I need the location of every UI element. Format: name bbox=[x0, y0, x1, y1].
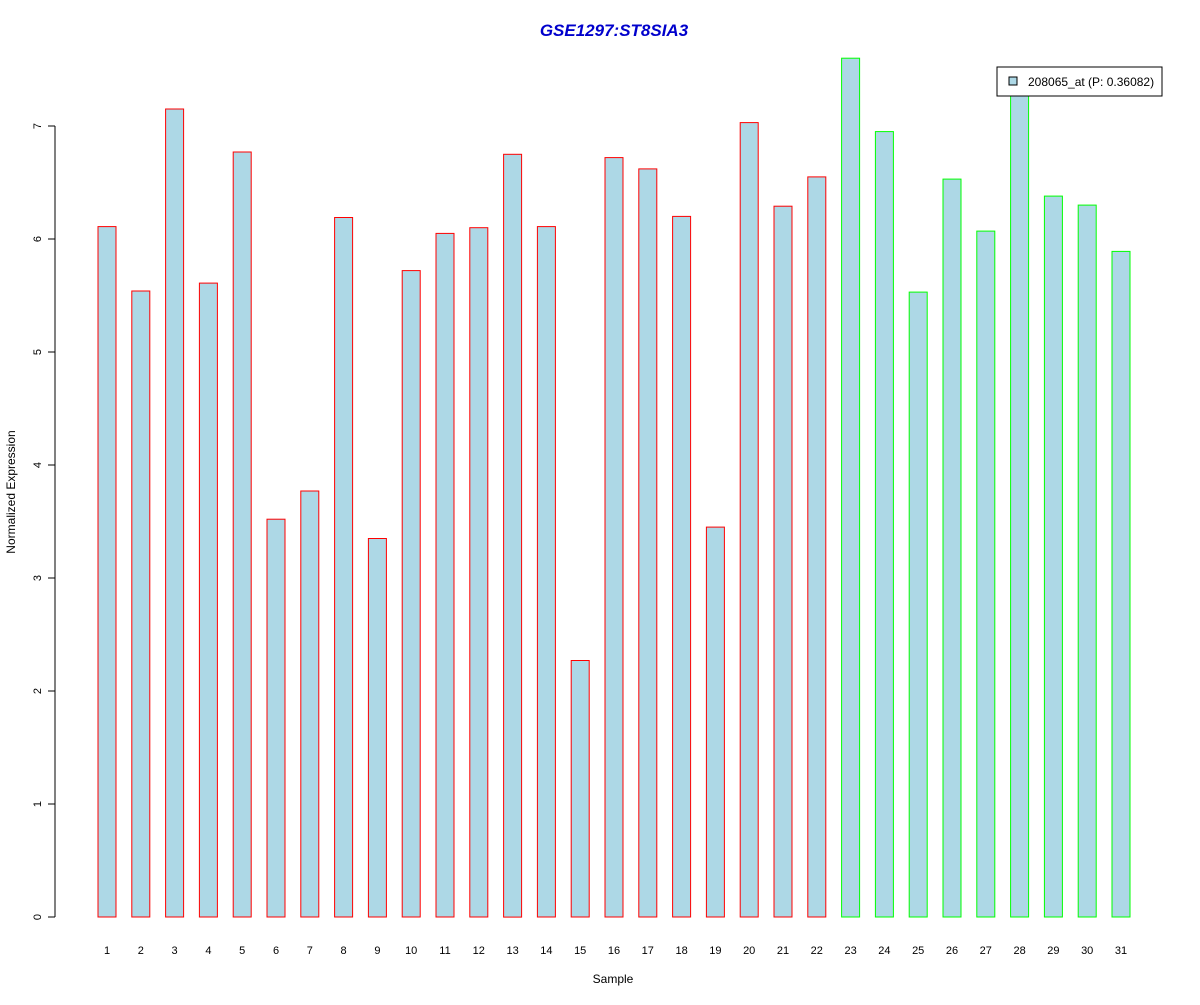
bar-sample-3 bbox=[165, 108, 185, 918]
bar-sample-7 bbox=[300, 490, 320, 918]
bar-sample-15 bbox=[570, 660, 590, 918]
x-tick-label: 3 bbox=[172, 945, 178, 957]
x-tick-label: 21 bbox=[777, 945, 789, 957]
bar-sample-31 bbox=[1111, 250, 1131, 918]
x-tick-label: 8 bbox=[341, 945, 347, 957]
y-axis: 0 1 2 3 4 5 6 7 bbox=[32, 123, 56, 920]
bar-sample-16 bbox=[604, 157, 624, 918]
bar-sample-11 bbox=[435, 232, 455, 918]
bar-sample-6 bbox=[266, 518, 286, 918]
bar-sample-18 bbox=[672, 215, 692, 918]
x-tick-label: 10 bbox=[405, 945, 417, 957]
bar-sample-21 bbox=[773, 205, 793, 918]
x-tick-label: 16 bbox=[608, 945, 620, 957]
bar-sample-29 bbox=[1043, 195, 1063, 918]
bar-sample-10 bbox=[401, 270, 421, 918]
bar-sample-5 bbox=[232, 151, 252, 918]
x-tick-label: 31 bbox=[1115, 945, 1127, 957]
x-tick-label: 2 bbox=[138, 945, 144, 957]
bar-sample-4 bbox=[198, 282, 218, 918]
y-tick-label: 1 bbox=[32, 801, 44, 807]
legend-swatch bbox=[1008, 76, 1018, 86]
x-tick-label: 25 bbox=[912, 945, 924, 957]
legend: 208065_at (P: 0.36082) bbox=[996, 66, 1163, 97]
y-axis-label: Normalized Expression bbox=[4, 430, 18, 553]
x-tick-label: 29 bbox=[1047, 945, 1059, 957]
x-tick-label: 6 bbox=[273, 945, 279, 957]
x-tick-labels: 1 2 3 4 5 6 7 8 9 10 11 12 13 14 15 16 17 18 19 20 21 22 23 24 2… bbox=[104, 945, 1127, 957]
y-tick-label: 5 bbox=[32, 349, 44, 355]
x-tick-label: 5 bbox=[239, 945, 245, 957]
legend-label: 208065_at (P: 0.36082) bbox=[1028, 75, 1154, 89]
x-tick-label: 20 bbox=[743, 945, 755, 957]
x-tick-label: 11 bbox=[439, 945, 450, 957]
bar-sample-14 bbox=[536, 226, 556, 918]
bars-group bbox=[97, 57, 1131, 918]
x-axis-label: Sample bbox=[593, 972, 634, 986]
x-tick-label: 26 bbox=[946, 945, 958, 957]
bar-sample-22 bbox=[807, 176, 827, 918]
x-tick-label: 15 bbox=[574, 945, 586, 957]
bar-sample-2 bbox=[131, 290, 151, 918]
bar-sample-25 bbox=[908, 291, 928, 918]
x-tick-label: 27 bbox=[980, 945, 992, 957]
bar-sample-1 bbox=[97, 226, 117, 918]
legend-box bbox=[996, 66, 1163, 97]
bar-sample-20 bbox=[739, 122, 759, 918]
bar-sample-12 bbox=[469, 227, 489, 918]
x-tick-label: 18 bbox=[675, 945, 687, 957]
y-tick-label: 3 bbox=[32, 575, 44, 581]
y-tick-label: 6 bbox=[32, 236, 44, 242]
x-tick-label: 9 bbox=[374, 945, 380, 957]
bar-sample-9 bbox=[367, 538, 387, 918]
bar-sample-13 bbox=[503, 153, 523, 918]
x-tick-label: 30 bbox=[1081, 945, 1093, 957]
y-tick-label: 0 bbox=[32, 914, 44, 920]
x-tick-label: 4 bbox=[205, 945, 211, 957]
x-tick-label: 14 bbox=[540, 945, 552, 957]
x-tick-label: 17 bbox=[642, 945, 654, 957]
x-tick-label: 1 bbox=[104, 945, 110, 957]
y-tick-label: 4 bbox=[32, 462, 44, 468]
chart-title: GSE1297:ST8SIA3 bbox=[540, 21, 689, 40]
bar-sample-28 bbox=[1010, 86, 1030, 918]
bar-sample-27 bbox=[976, 230, 996, 918]
x-tick-label: 19 bbox=[709, 945, 721, 957]
x-tick-label: 28 bbox=[1013, 945, 1025, 957]
y-tick-label: 7 bbox=[32, 123, 44, 129]
y-tick-label: 2 bbox=[32, 688, 44, 694]
x-tick-label: 13 bbox=[506, 945, 518, 957]
x-tick-label: 12 bbox=[473, 945, 485, 957]
x-tick-label: 23 bbox=[844, 945, 856, 957]
bar-sample-19 bbox=[705, 526, 725, 918]
bar-sample-23 bbox=[841, 57, 861, 918]
x-tick-label: 7 bbox=[307, 945, 313, 957]
bar-sample-26 bbox=[942, 178, 962, 918]
bar-sample-24 bbox=[874, 131, 894, 918]
bar-sample-30 bbox=[1077, 204, 1097, 918]
bar-sample-17 bbox=[638, 168, 658, 918]
x-tick-label: 24 bbox=[878, 945, 890, 957]
bar-sample-8 bbox=[334, 217, 354, 918]
x-tick-label: 22 bbox=[811, 945, 823, 957]
